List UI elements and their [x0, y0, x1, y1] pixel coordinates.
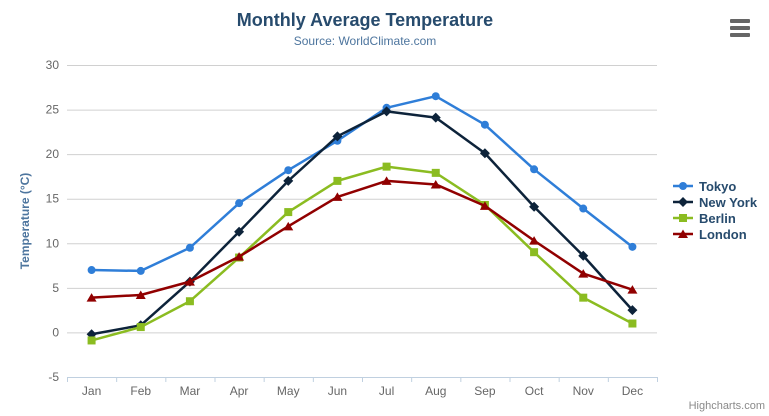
data-point-berlin[interactable] [136, 323, 145, 332]
data-point-berlin[interactable] [284, 208, 293, 217]
credits-link[interactable]: Highcharts.com [688, 400, 765, 412]
x-axis-label: Oct [525, 384, 544, 398]
data-point-london[interactable] [184, 277, 195, 286]
data-point-new-york[interactable] [578, 250, 589, 261]
data-point-london[interactable] [86, 293, 97, 302]
y-axis-tick-label: 10 [46, 236, 60, 250]
data-point-london[interactable] [381, 176, 392, 185]
data-point-new-york[interactable] [627, 305, 638, 316]
data-point-tokyo[interactable] [431, 92, 440, 101]
legend-label: Berlin [699, 210, 736, 226]
data-point-berlin[interactable] [628, 319, 637, 328]
data-point-new-york[interactable] [234, 226, 245, 237]
menu-bar-icon [730, 26, 750, 30]
data-point-london[interactable] [234, 252, 245, 261]
x-axis-label: Feb [130, 384, 151, 398]
series-line-london [90, 179, 634, 299]
legend-label: Tokyo [699, 178, 737, 194]
data-point-london[interactable] [283, 221, 294, 231]
legend-marker-london-icon [673, 229, 693, 238]
y-axis-tick-label: 20 [46, 147, 60, 161]
y-axis-tick-label: 0 [52, 325, 59, 339]
y-axis-tick-label: -5 [48, 370, 59, 384]
data-point-tokyo[interactable] [579, 204, 588, 213]
data-point-london[interactable] [135, 290, 146, 299]
data-point-tokyo[interactable] [628, 242, 637, 251]
legend-label: New York [699, 194, 758, 210]
legend-marker-berlin-icon [673, 214, 693, 222]
menu-bar-icon [730, 33, 750, 37]
legend-marker-new-york-icon [673, 197, 693, 207]
data-point-tokyo[interactable] [284, 166, 293, 175]
data-point-berlin[interactable] [579, 293, 588, 302]
data-point-london[interactable] [332, 192, 343, 201]
y-axis-tick-label: 25 [46, 103, 60, 117]
legend-item-tokyo[interactable]: Tokyo [672, 178, 757, 194]
y-axis-tick-label: 15 [46, 192, 60, 206]
data-point-berlin[interactable] [431, 168, 440, 177]
data-point-tokyo[interactable] [136, 266, 145, 275]
data-point-berlin[interactable] [382, 162, 391, 171]
data-point-tokyo[interactable] [185, 243, 194, 252]
legend-marker-tokyo-icon [673, 182, 693, 190]
x-axis-label: Dec [622, 384, 643, 398]
data-point-london[interactable] [430, 179, 441, 189]
x-axis-label: Jun [328, 384, 347, 398]
legend-symbol [679, 214, 687, 222]
series-line-berlin [90, 165, 634, 342]
data-point-new-york[interactable] [479, 148, 490, 159]
x-axis-label: Apr [230, 384, 249, 398]
data-point-new-york[interactable] [529, 201, 540, 212]
x-axis-label: Jul [379, 384, 394, 398]
legend-symbol [679, 182, 687, 190]
data-point-berlin[interactable] [530, 248, 539, 257]
y-axis-tick-label: 5 [52, 281, 59, 295]
data-point-new-york[interactable] [430, 112, 441, 123]
legend: Tokyo New York Berlin London [672, 178, 757, 242]
x-axis-label: Sep [474, 384, 496, 398]
data-point-london[interactable] [627, 285, 638, 294]
data-point-tokyo[interactable] [235, 199, 244, 208]
data-point-new-york[interactable] [381, 106, 392, 117]
x-axis-label: Aug [425, 384, 446, 398]
data-point-tokyo[interactable] [87, 266, 96, 275]
chart-subtitle: Source: WorldClimate.com [293, 34, 437, 48]
legend-label: London [699, 226, 747, 242]
legend-item-london[interactable]: London [672, 226, 757, 242]
chart-title: Monthly Average Temperature [236, 10, 494, 30]
series-line-new-york [90, 110, 634, 336]
x-axis-label: Jan [82, 384, 101, 398]
legend-item-berlin[interactable]: Berlin [672, 210, 757, 226]
data-point-berlin[interactable] [333, 176, 342, 185]
menu-bar-icon [730, 19, 750, 23]
data-point-new-york[interactable] [332, 131, 343, 142]
legend-symbol [678, 197, 688, 207]
series-line-tokyo [90, 94, 634, 273]
legend-symbol [678, 229, 688, 238]
export-menu-button[interactable] [730, 19, 750, 37]
data-point-london[interactable] [479, 201, 490, 210]
x-axis-label: May [277, 384, 300, 398]
data-point-tokyo[interactable] [530, 165, 539, 174]
y-axis-tick-label: 30 [46, 58, 60, 72]
x-axis-label: Nov [573, 384, 594, 398]
data-point-new-york[interactable] [283, 175, 294, 186]
data-point-berlin[interactable] [87, 336, 96, 345]
data-point-tokyo[interactable] [480, 120, 489, 129]
x-axis-label: Mar [180, 384, 201, 398]
data-point-berlin[interactable] [185, 297, 194, 306]
data-point-london[interactable] [529, 236, 540, 245]
legend-item-new-york[interactable]: New York [672, 194, 757, 210]
data-point-london[interactable] [578, 269, 589, 278]
